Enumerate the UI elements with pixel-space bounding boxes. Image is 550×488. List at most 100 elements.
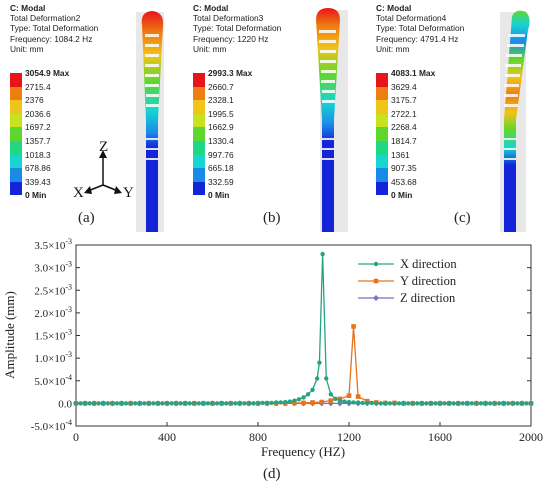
data-point: [169, 401, 174, 406]
data-point: [492, 401, 497, 406]
scale-label: 1697.2: [25, 122, 51, 133]
panel-label: (c): [454, 210, 471, 226]
data-point: [415, 401, 420, 406]
data-point: [433, 401, 438, 406]
legend-marker: [373, 261, 379, 267]
result-type: Type: Total Deformation: [193, 23, 282, 34]
data-point: [410, 401, 415, 406]
data-point: [223, 401, 229, 406]
scale-label: 2376: [25, 95, 44, 106]
model-b: [316, 8, 348, 232]
scale-label: 3629.4: [391, 81, 417, 92]
data-point: [442, 401, 447, 406]
scale-label: 907.35: [391, 163, 417, 174]
y-tick-label: 1.0×10-3: [34, 350, 72, 365]
result-header: C: Modal Total Deformation2 Type: Total …: [10, 3, 98, 54]
y-tick-label: 1.5×10-3: [34, 328, 72, 343]
data-point: [310, 387, 315, 392]
data-point: [114, 401, 120, 406]
scale-swatch: [376, 86, 388, 101]
data-point: [205, 401, 211, 406]
result-unit: Unit: mm: [193, 43, 227, 54]
fea-models: Z X Y: [73, 8, 530, 232]
legend-entry: X direction: [358, 257, 457, 271]
panel-b: C: Modal Total Deformation3 Type: Total …: [183, 0, 366, 232]
panel-label: (a): [78, 210, 95, 226]
result-name: Total Deformation2: [10, 13, 81, 24]
scale-swatch: [10, 113, 22, 128]
series-line: [76, 254, 531, 405]
data-point: [396, 401, 402, 406]
scale-swatch: [10, 100, 22, 114]
data-point: [196, 401, 202, 406]
scale-swatch: [193, 86, 205, 101]
data-point: [320, 251, 325, 257]
scale-swatch: [193, 100, 205, 114]
scale-swatch: [193, 181, 205, 196]
scale-swatch: [193, 140, 205, 155]
y-tick-label: 3.0×10-3: [34, 260, 72, 275]
scale-swatch: [10, 127, 22, 141]
data-point: [132, 401, 138, 406]
data-point: [401, 401, 406, 406]
scale-label: 1662.9: [208, 122, 234, 133]
data-point: [305, 392, 311, 397]
data-point: [287, 399, 293, 404]
analysis-title: C: Modal: [10, 3, 46, 13]
analysis-title: C: Modal: [193, 3, 229, 13]
data-point: [292, 398, 297, 403]
data-point: [319, 399, 324, 405]
data-point: [251, 401, 256, 406]
data-point: [283, 399, 288, 405]
analysis-title: C: Modal: [376, 3, 412, 13]
data-point: [456, 401, 461, 406]
data-point: [355, 400, 361, 405]
series-y-direction: [73, 324, 534, 406]
data-point: [333, 396, 338, 402]
scale-label: 339.43: [25, 176, 51, 187]
data-point: [101, 401, 106, 406]
data-point: [487, 401, 493, 406]
scale-swatch: [10, 181, 22, 196]
data-point: [264, 400, 270, 406]
data-point: [123, 401, 129, 406]
panel-label: (b): [263, 210, 281, 226]
data-point: [524, 401, 529, 406]
chart-caption: (d): [263, 466, 281, 482]
data-point: [324, 376, 329, 381]
scale-label: 2993.3 Max: [208, 68, 253, 78]
data-point: [378, 401, 384, 406]
result-name: Total Deformation3: [193, 13, 264, 24]
data-point: [110, 401, 115, 406]
result-unit: Unit: mm: [376, 43, 410, 54]
result-frequency: Frequency: 1220 Hz: [193, 33, 269, 44]
data-point: [128, 401, 133, 406]
data-point: [92, 401, 97, 406]
x-tick-label: 1200: [337, 430, 361, 444]
data-point: [383, 401, 388, 406]
data-point: [337, 398, 343, 403]
scale-swatch: [193, 127, 205, 141]
scale-label: 2328.1: [208, 95, 234, 106]
result-header: C: Modal Total Deformation3 Type: Total …: [193, 3, 281, 54]
scale-swatch: [10, 86, 22, 101]
data-point: [78, 401, 83, 406]
data-point: [146, 401, 151, 406]
scale-swatch: [376, 154, 388, 169]
data-point: [173, 401, 179, 406]
data-point: [346, 399, 352, 405]
y-tick-label: 3.5×10-3: [34, 237, 72, 252]
data-point: [328, 392, 333, 397]
data-point: [510, 401, 515, 406]
scale-label: 453.68: [391, 176, 417, 187]
result-name: Total Deformation4: [376, 13, 447, 24]
scale-label: 1357.7: [25, 135, 51, 146]
scale-swatch: [10, 154, 22, 169]
data-point: [405, 401, 411, 406]
scale-label: 3175.7: [391, 95, 417, 106]
y-tick-label: 2.5×10-3: [34, 282, 72, 297]
data-point: [424, 401, 429, 406]
data-point: [105, 401, 111, 406]
data-point: [483, 401, 488, 406]
legend-entry: Y direction: [358, 274, 457, 288]
